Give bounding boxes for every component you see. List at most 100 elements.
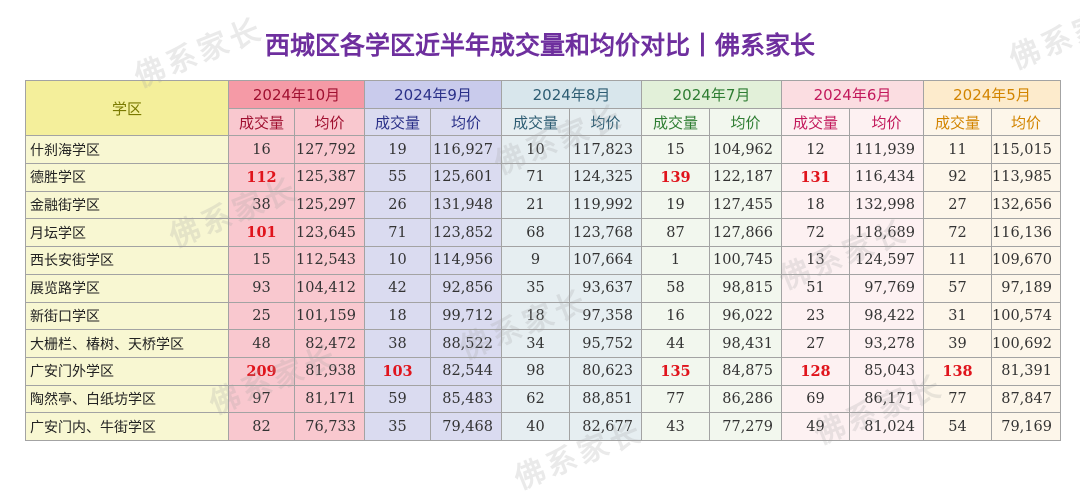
price-cell: 104,412 bbox=[294, 273, 365, 303]
price-cell: 80,623 bbox=[569, 356, 642, 386]
month-header: 2024年5月 bbox=[923, 80, 1061, 109]
price-cell: 109,670 bbox=[991, 246, 1061, 275]
price-cell: 131,948 bbox=[430, 190, 502, 220]
district-name: 什刹海学区 bbox=[25, 135, 229, 165]
volume-header: 成交量 bbox=[364, 107, 431, 137]
price-cell: 127,866 bbox=[709, 218, 782, 248]
price-cell: 116,136 bbox=[991, 218, 1061, 248]
volume-cell: 19 bbox=[641, 190, 710, 220]
month-header: 2024年7月 bbox=[641, 80, 782, 109]
volume-cell: 112 bbox=[228, 163, 295, 192]
volume-cell: 16 bbox=[228, 135, 295, 165]
price-cell: 123,852 bbox=[430, 218, 502, 248]
comparison-table: 学区 2024年10月 2024年9月 2024年8月 2024年7月 2024… bbox=[25, 79, 1061, 441]
price-cell: 96,022 bbox=[709, 301, 782, 331]
volume-cell: 11 bbox=[923, 135, 992, 165]
price-cell: 98,431 bbox=[709, 329, 782, 358]
price-cell: 132,656 bbox=[991, 190, 1061, 220]
volume-cell: 18 bbox=[364, 301, 431, 331]
price-cell: 127,455 bbox=[709, 190, 782, 220]
price-cell: 124,597 bbox=[849, 246, 924, 275]
volume-cell: 72 bbox=[781, 218, 850, 248]
volume-cell: 18 bbox=[781, 190, 850, 220]
district-name: 大栅栏、椿树、天桥学区 bbox=[25, 329, 229, 358]
volume-cell: 62 bbox=[501, 384, 570, 414]
table-body: 什刹海学区 16 127,792 19 116,927 10 117,823 15 104,96… bbox=[25, 135, 1061, 441]
price-cell: 100,574 bbox=[991, 301, 1061, 331]
price-cell: 97,358 bbox=[569, 301, 642, 331]
price-cell: 87,847 bbox=[991, 384, 1061, 414]
price-cell: 113,985 bbox=[991, 163, 1061, 192]
month-header: 2024年8月 bbox=[501, 80, 642, 109]
price-cell: 81,938 bbox=[294, 356, 365, 386]
price-cell: 82,677 bbox=[569, 412, 642, 441]
volume-cell: 42 bbox=[364, 273, 431, 303]
price-cell: 97,769 bbox=[849, 273, 924, 303]
volume-cell: 71 bbox=[364, 218, 431, 248]
price-cell: 97,189 bbox=[991, 273, 1061, 303]
price-cell: 95,752 bbox=[569, 329, 642, 358]
price-cell: 116,434 bbox=[849, 163, 924, 192]
volume-cell: 103 bbox=[364, 356, 431, 386]
volume-cell: 97 bbox=[228, 384, 295, 414]
price-cell: 115,015 bbox=[991, 135, 1061, 165]
volume-cell: 51 bbox=[781, 273, 850, 303]
volume-cell: 15 bbox=[228, 246, 295, 275]
price-cell: 79,468 bbox=[430, 412, 502, 441]
volume-cell: 92 bbox=[923, 163, 992, 192]
district-header: 学区 bbox=[25, 79, 229, 137]
volume-cell: 49 bbox=[781, 412, 850, 441]
month-header: 2024年6月 bbox=[781, 80, 924, 109]
price-cell: 86,286 bbox=[709, 384, 782, 414]
price-cell: 104,962 bbox=[709, 135, 782, 165]
volume-cell: 27 bbox=[781, 329, 850, 358]
table-row: 月坛学区 101 123,645 71 123,852 68 123,768 87 127,86… bbox=[25, 218, 1061, 248]
volume-cell: 87 bbox=[641, 218, 710, 248]
price-cell: 117,823 bbox=[569, 135, 642, 165]
district-name: 西长安街学区 bbox=[25, 246, 229, 275]
price-cell: 127,792 bbox=[294, 135, 365, 165]
price-cell: 100,692 bbox=[991, 329, 1061, 358]
price-cell: 111,939 bbox=[849, 135, 924, 165]
volume-cell: 48 bbox=[228, 329, 295, 358]
district-name: 陶然亭、白纸坊学区 bbox=[25, 384, 229, 414]
volume-header: 成交量 bbox=[781, 107, 850, 137]
price-cell: 84,875 bbox=[709, 356, 782, 386]
volume-cell: 38 bbox=[364, 329, 431, 358]
price-cell: 88,851 bbox=[569, 384, 642, 414]
price-cell: 81,024 bbox=[849, 412, 924, 441]
volume-cell: 58 bbox=[641, 273, 710, 303]
volume-cell: 139 bbox=[641, 163, 710, 192]
volume-cell: 77 bbox=[923, 384, 992, 414]
price-cell: 82,544 bbox=[430, 356, 502, 386]
volume-cell: 26 bbox=[364, 190, 431, 220]
district-name: 金融街学区 bbox=[25, 190, 229, 220]
volume-cell: 69 bbox=[781, 384, 850, 414]
table-row: 大栅栏、椿树、天桥学区 48 82,472 38 88,522 34 95,752 44 98,… bbox=[25, 329, 1061, 358]
price-cell: 77,279 bbox=[709, 412, 782, 441]
volume-cell: 23 bbox=[781, 301, 850, 331]
volume-cell: 18 bbox=[501, 301, 570, 331]
volume-cell: 10 bbox=[501, 135, 570, 165]
price-cell: 92,856 bbox=[430, 273, 502, 303]
price-cell: 125,387 bbox=[294, 163, 365, 192]
table-row: 展览路学区 93 104,412 42 92,856 35 93,637 58 98,815 51… bbox=[25, 273, 1061, 303]
volume-cell: 138 bbox=[923, 356, 992, 386]
volume-cell: 44 bbox=[641, 329, 710, 358]
volume-cell: 9 bbox=[501, 246, 570, 275]
price-cell: 85,483 bbox=[430, 384, 502, 414]
price-cell: 107,664 bbox=[569, 246, 642, 275]
table-row: 西长安街学区 15 112,543 10 114,956 9 107,664 1 100,745… bbox=[25, 246, 1061, 275]
volume-cell: 15 bbox=[641, 135, 710, 165]
price-cell: 101,159 bbox=[294, 301, 365, 331]
volume-header: 成交量 bbox=[641, 107, 710, 137]
volume-cell: 1 bbox=[641, 246, 710, 275]
volume-header: 成交量 bbox=[501, 107, 570, 137]
volume-cell: 59 bbox=[364, 384, 431, 414]
price-cell: 85,043 bbox=[849, 356, 924, 386]
volume-cell: 35 bbox=[364, 412, 431, 441]
volume-cell: 43 bbox=[641, 412, 710, 441]
price-cell: 98,815 bbox=[709, 273, 782, 303]
price-cell: 125,297 bbox=[294, 190, 365, 220]
volume-cell: 25 bbox=[228, 301, 295, 331]
